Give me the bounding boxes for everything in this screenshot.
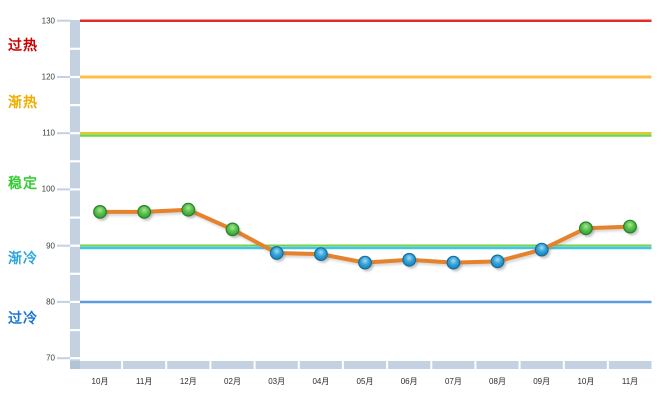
y-axis-label-120: 120 [41,72,55,82]
x-axis [70,361,652,369]
data-point-marker-04月-88.5[interactable] [314,247,330,263]
data-point-marker-12月-96.4[interactable] [181,202,197,219]
y-tick-90 [57,244,70,247]
y-tick-70 [57,357,70,360]
y-tick-110 [57,132,70,135]
y-tick-80 [57,300,70,303]
y-axis [57,19,80,369]
data-point-marker-05月-87[interactable] [358,255,374,272]
y-axis-bar [70,20,80,369]
x-axis-label-12: 11月 [621,377,639,386]
y-axis-label-130: 130 [41,16,55,26]
y-tick-130 [57,19,70,22]
data-point-marker-10月-93.1[interactable] [579,221,595,238]
y-tick-120 [57,76,70,78]
x-axis-label-4: 03月 [268,377,286,386]
y-axis-label-110: 110 [42,128,55,138]
zone-label-overheat: 过热 [8,37,38,53]
y-axis-label-80: 80 [46,297,55,307]
data-point-marker-09月-89.3[interactable] [534,242,551,259]
y-axis-label-90: 90 [46,241,55,251]
x-axis-label-10: 09月 [533,377,551,386]
data-point-marker-08月-87.2[interactable] [490,254,507,271]
y-axis-label-100: 100 [41,184,55,194]
x-axis-bar [70,361,652,369]
data-point-marker-06月-87.5[interactable] [402,252,418,269]
zone-label-overcool: 过冷 [8,310,38,326]
series-line [98,207,632,265]
y-axis-label-70: 70 [46,353,55,363]
zone-label-cooling: 渐冷 [8,250,38,266]
zone-label-stable: 稳定 [8,175,38,191]
data-point-marker-03月-88.7[interactable] [269,246,286,262]
trend-line-90 [80,244,652,250]
x-axis-label-2: 12月 [179,377,197,386]
zone-label-warming: 渐热 [8,94,38,110]
x-axis-label-0: 10月 [91,377,109,386]
data-point-marker-10月-96[interactable] [93,204,109,221]
x-axis-label-9: 08月 [489,377,506,386]
x-axis-label-3: 02月 [224,377,241,386]
data-point-marker-07月-87[interactable] [446,255,462,272]
trend-line-110 [80,132,652,137]
x-axis-label-7: 06月 [400,377,418,386]
axis-corner [70,361,80,369]
x-axis-label-11: 10月 [577,377,595,386]
x-axis-label-1: 11月 [136,377,153,386]
x-axis-label-8: 07月 [444,377,462,386]
data-point-marker-02月-92.9[interactable] [225,222,241,239]
x-axis-label-6: 05月 [356,377,374,386]
data-point-marker-11月-96[interactable] [137,204,153,221]
data-point-marker-11月-93.4[interactable] [623,219,639,236]
y-tick-100 [57,188,70,191]
x-axis-label-5: 04月 [312,377,330,386]
